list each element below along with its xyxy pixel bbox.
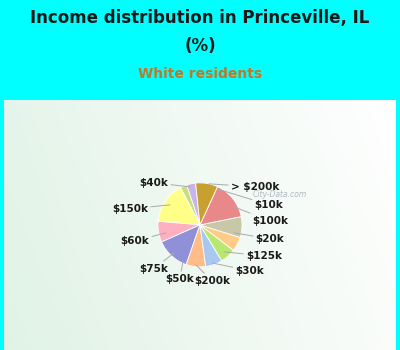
Text: $10k: $10k: [220, 190, 284, 210]
Wedge shape: [186, 225, 206, 267]
Text: $60k: $60k: [120, 233, 166, 246]
Text: $200k: $200k: [194, 265, 230, 286]
Text: $150k: $150k: [112, 204, 170, 214]
Text: White residents: White residents: [138, 66, 262, 80]
Wedge shape: [200, 217, 242, 237]
Text: $75k: $75k: [140, 253, 174, 274]
Text: $125k: $125k: [224, 251, 282, 261]
Text: > $200k: > $200k: [209, 182, 279, 192]
Wedge shape: [200, 225, 234, 261]
Wedge shape: [200, 225, 240, 250]
Wedge shape: [196, 183, 218, 225]
Wedge shape: [200, 187, 241, 225]
Text: $40k: $40k: [140, 178, 190, 188]
Wedge shape: [158, 221, 200, 242]
Text: $30k: $30k: [212, 263, 264, 276]
Wedge shape: [162, 225, 200, 265]
Text: City-Data.com: City-Data.com: [253, 190, 307, 199]
Text: Income distribution in Princeville, IL: Income distribution in Princeville, IL: [30, 9, 370, 27]
Wedge shape: [200, 225, 222, 267]
Text: $50k: $50k: [166, 261, 194, 284]
Wedge shape: [186, 183, 200, 225]
Text: (%): (%): [184, 37, 216, 55]
Text: $20k: $20k: [234, 233, 284, 244]
Wedge shape: [180, 185, 200, 225]
Wedge shape: [158, 188, 200, 225]
Text: $100k: $100k: [234, 207, 288, 226]
